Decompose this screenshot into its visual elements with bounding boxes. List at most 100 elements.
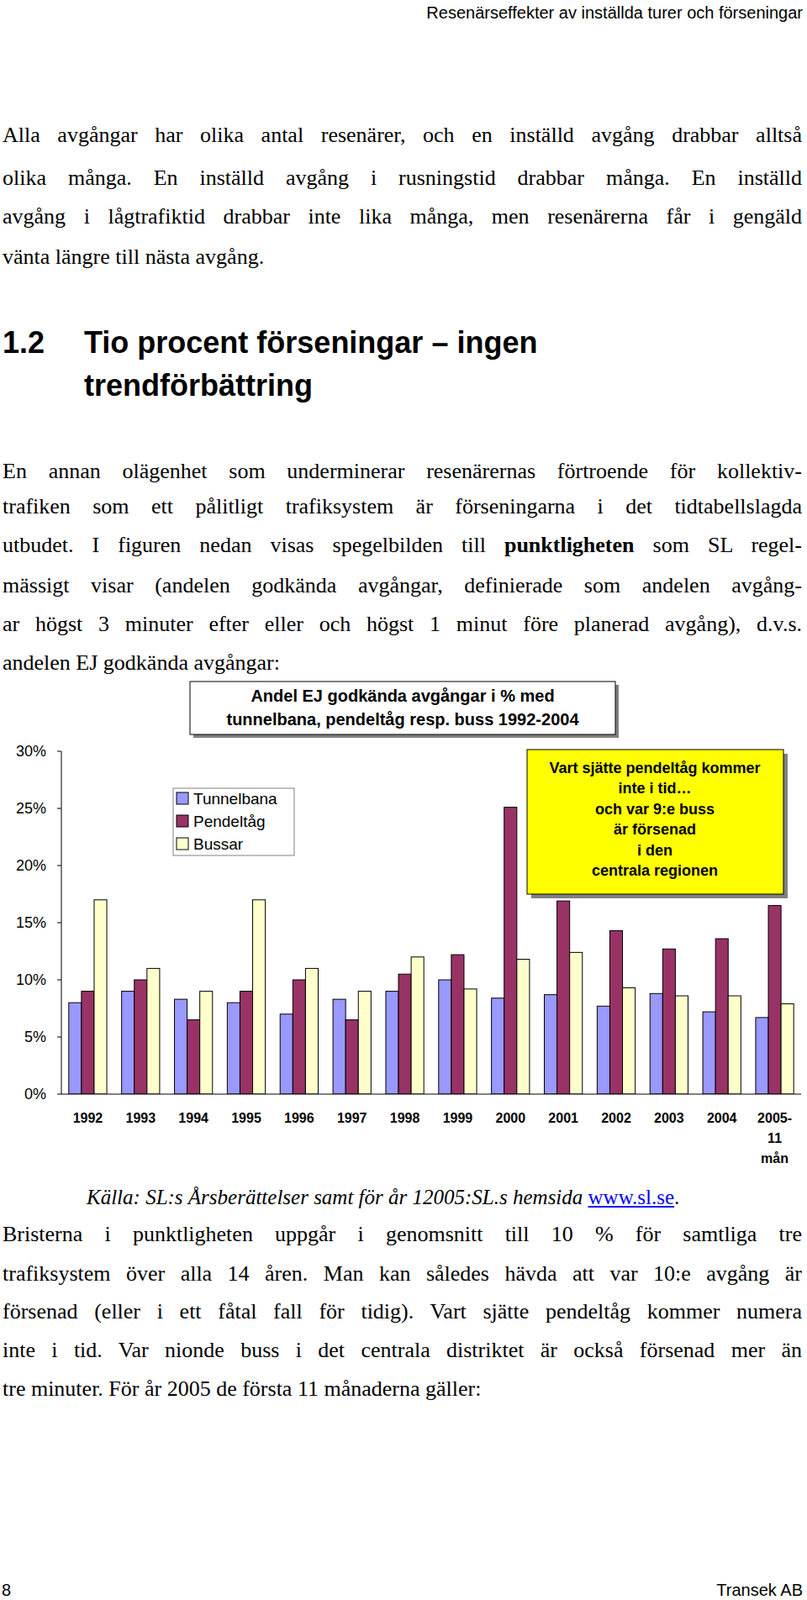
bar: [596, 1006, 610, 1095]
y-tick: [57, 980, 62, 982]
bar: [451, 954, 465, 1095]
page-header: Resenärseffekter av inställda turer och …: [426, 2, 803, 23]
bar: [491, 998, 505, 1095]
bar: [292, 980, 306, 1095]
text-line: inte i tid…: [618, 780, 692, 797]
paragraph-line: olika många. En inställd avgång i rusnin…: [2, 164, 802, 192]
paragraph-line: tre minuter. För år 2005 de första 11 må…: [2, 1376, 802, 1404]
bar: [398, 974, 412, 1095]
source-link[interactable]: www.sl.se: [588, 1186, 676, 1209]
text: som SL regel-: [634, 532, 802, 558]
bar: [727, 996, 741, 1095]
bar: [187, 1020, 201, 1095]
bar: [662, 949, 676, 1095]
bar: [702, 1012, 716, 1095]
text-line: i den: [637, 842, 673, 860]
text-line: 2001: [548, 1111, 579, 1126]
bar: [755, 1017, 769, 1095]
bar: [675, 996, 688, 1095]
x-tick-label: 1994: [178, 1111, 209, 1126]
bar: [226, 1002, 240, 1095]
heading-line: Tio procent förseningar – ingen: [84, 324, 538, 362]
bar: [94, 900, 107, 1095]
paragraph-line: trafiken som ett pålitligt trafiksystem …: [2, 493, 802, 521]
legend-swatch: [176, 838, 189, 850]
paragraph-line: försenad (eller i ett fåtal fall för tid…: [2, 1298, 802, 1326]
text-line: 1992: [73, 1111, 104, 1126]
bar: [780, 1004, 794, 1095]
paragraph-line: inte i tid. Var nionde buss i det centra…: [2, 1337, 802, 1365]
paragraph-line: trafiksystem över alla 14 åren. Man kan …: [2, 1260, 802, 1288]
bar: [411, 957, 424, 1095]
footer-company: Transek AB: [716, 1580, 803, 1600]
x-tick-label: 1992: [73, 1111, 104, 1126]
bar: [239, 991, 253, 1095]
legend-label: Tunnelbana: [193, 790, 278, 808]
bar: [134, 980, 148, 1095]
y-tick: [57, 751, 62, 753]
text-line: Andel EJ godkända avgångar i % med: [250, 686, 554, 706]
paragraph-line: En annan olägenhet som underminerar rese…: [2, 458, 802, 486]
source-text: .: [674, 1186, 680, 1209]
text-line: är försenad: [613, 821, 697, 839]
y-tick: [57, 1094, 62, 1096]
text-line: 1997: [337, 1111, 368, 1126]
paragraph-line: vänta längre till nästa avgång.: [2, 243, 802, 271]
bar: [609, 931, 623, 1095]
bar: [622, 988, 636, 1095]
x-tick-label: 2005- 11 mån: [757, 1111, 792, 1166]
legend-box: [173, 788, 295, 856]
text-line: 11: [767, 1131, 782, 1146]
bar: [147, 968, 160, 1095]
bar: [649, 993, 663, 1095]
bar: [569, 952, 583, 1095]
y-tick-label: 5%: [24, 1028, 47, 1046]
bar: [438, 980, 452, 1095]
y-tick: [57, 1037, 62, 1039]
text-line: 2005-: [757, 1111, 792, 1126]
source-text: Källa: SL:s Årsberättelser samt för år 1…: [86, 1186, 589, 1209]
bold-text: punktligheten: [504, 532, 635, 558]
paragraph-line: ar högst 3 minuter efter eller och högst…: [2, 611, 802, 639]
text-line: 1993: [125, 1111, 156, 1126]
y-tick-label: 20%: [15, 857, 47, 875]
bar: [557, 901, 570, 1095]
x-tick-label: 1996: [284, 1111, 315, 1126]
legend-label: Pendeltåg: [193, 812, 266, 831]
x-tick-label: 1995: [231, 1111, 262, 1126]
y-tick-label: 0%: [24, 1086, 47, 1103]
text-line: 2002: [601, 1111, 632, 1126]
text-line: tunnelbana, pendeltåg resp. buss 1992-20…: [226, 710, 580, 729]
text-line: mån: [760, 1151, 789, 1166]
text-line: Vart sjätte pendeltåg kommer: [548, 759, 760, 777]
x-tick-label: 2002: [601, 1111, 632, 1126]
legend-swatch: [176, 792, 189, 805]
x-tick-label: 1997: [337, 1111, 368, 1126]
x-tick-label: 2004: [706, 1111, 738, 1126]
heading-number: 1.2: [2, 324, 45, 362]
text-line: 1995: [231, 1111, 262, 1126]
page-number: 8: [1, 1580, 11, 1600]
bar: [81, 991, 95, 1095]
paragraph-line: utbudet. I figuren nedan visas spegelbil…: [2, 532, 802, 560]
text-line: centrala regionen: [591, 862, 718, 880]
bar: [174, 999, 188, 1095]
x-tick-label: 1998: [390, 1111, 421, 1126]
text-line: 2000: [495, 1111, 526, 1126]
bar: [464, 989, 477, 1095]
text: utbudet. I figuren nedan visas spegelbil…: [2, 532, 505, 558]
x-tick-label: 2003: [654, 1111, 685, 1126]
x-tick-label: 1999: [443, 1111, 474, 1126]
title-box: [189, 681, 616, 735]
paragraph-line: avgång i lågtrafiktid drabbar inte lika …: [2, 203, 802, 231]
legend-label: Bussar: [193, 835, 244, 854]
bar: [385, 991, 399, 1095]
bar: [516, 959, 530, 1095]
bar: [332, 999, 346, 1095]
bar: [305, 968, 318, 1095]
x-axis: [61, 1094, 802, 1096]
y-tick: [57, 865, 62, 867]
bar: [121, 991, 135, 1095]
annotation-box: [527, 749, 784, 895]
paragraph-line: mässigt visar (andelen godkända avgångar…: [2, 572, 802, 600]
